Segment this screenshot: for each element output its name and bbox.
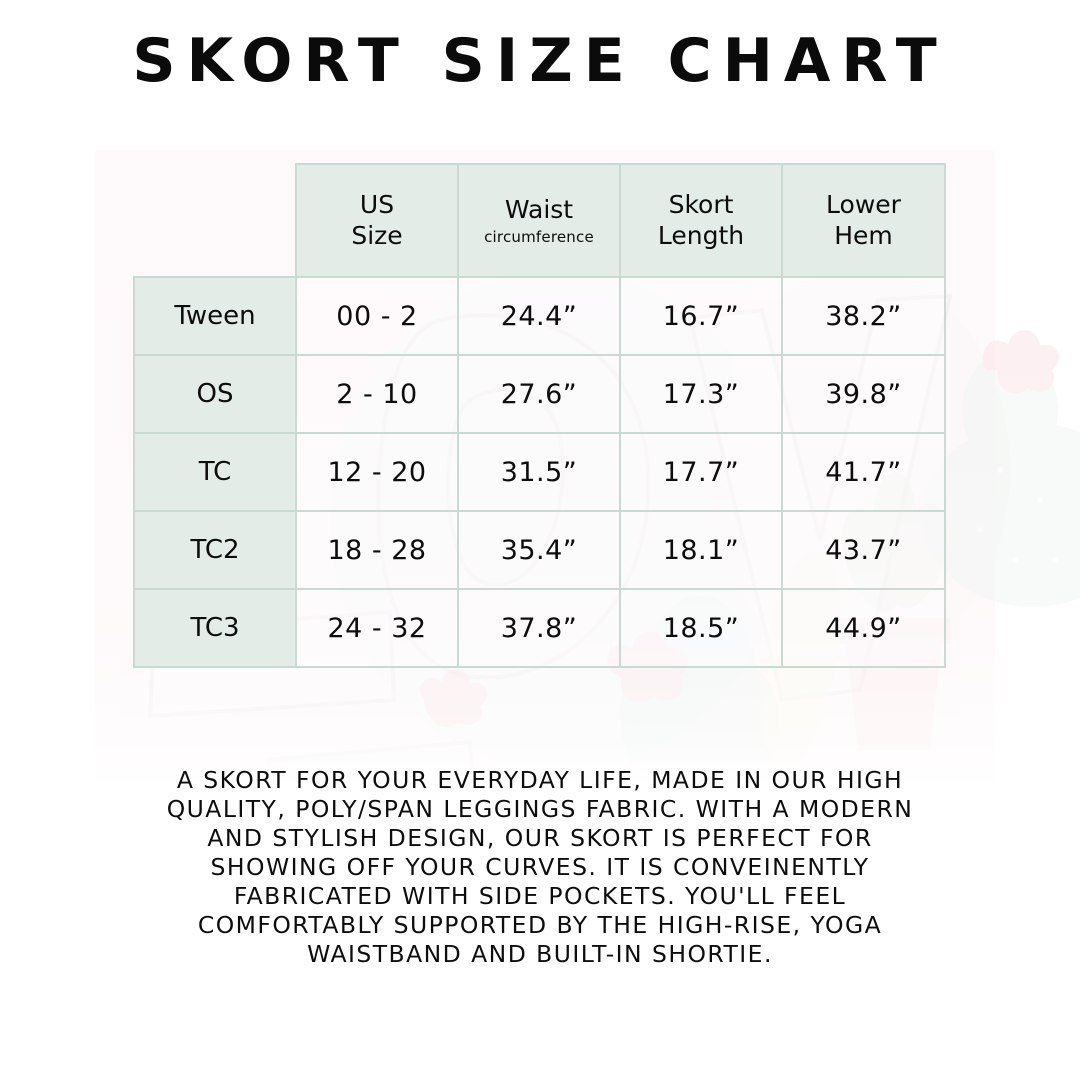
row-label-tc3: TC3 <box>133 588 297 668</box>
page-title: SKORT SIZE CHART <box>132 26 948 96</box>
cell-os-us-size: 2 - 10 <box>295 354 459 434</box>
table-corner-cell <box>134 164 296 277</box>
column-header-skort-length-main: Skort <box>668 190 734 219</box>
cell-tc-us-size: 12 - 20 <box>295 432 459 512</box>
cell-tween-waist: 24.4” <box>457 276 621 356</box>
cell-tc2-us-size: 18 - 28 <box>295 510 459 590</box>
table-row: OS 2 - 10 27.6” 17.3” 39.8” <box>133 354 946 434</box>
row-label-tween: Tween <box>133 276 297 356</box>
cell-tc2-waist: 35.4” <box>457 510 621 590</box>
row-label-os: OS <box>133 354 297 434</box>
cell-os-length: 17.3” <box>619 354 783 434</box>
table-row: TC2 18 - 28 35.4” 18.1” 43.7” <box>133 510 946 590</box>
column-header-us-size-sub: Size <box>351 220 403 250</box>
cell-os-waist: 27.6” <box>457 354 621 434</box>
row-label-tc: TC <box>133 432 297 512</box>
cell-tc-waist: 31.5” <box>457 432 621 512</box>
cell-tc2-length: 18.1” <box>619 510 783 590</box>
cell-tc3-us-size: 24 - 32 <box>295 588 459 668</box>
table-row: Tween 00 - 2 24.4” 16.7” 38.2” <box>133 276 946 356</box>
cell-tween-hem: 38.2” <box>781 276 946 356</box>
description-line: AND STYLISH DESIGN, OUR SKORT IS PERFECT… <box>207 824 873 852</box>
cell-os-hem: 39.8” <box>781 354 946 434</box>
description-line: COMFORTABLY SUPPORTED BY THE HIGH-RISE, … <box>197 911 883 939</box>
column-header-waist: Waist circumference <box>457 163 621 278</box>
cell-tc-length: 17.7” <box>619 432 783 512</box>
cell-tween-us-size: 00 - 2 <box>295 276 459 356</box>
table-row: TC3 24 - 32 37.8” 18.5” 44.9” <box>133 588 946 668</box>
cell-tc3-hem: 44.9” <box>781 588 946 668</box>
table-header-row: US Size Waist circumference Skort Length… <box>134 163 946 278</box>
description-line: FABRICATED WITH SIDE POCKETS. YOU'LL FEE… <box>233 882 847 910</box>
column-header-waist-main: Waist <box>504 194 574 224</box>
column-header-lower-hem: Lower Hem <box>781 163 946 278</box>
cell-tween-length: 16.7” <box>619 276 783 356</box>
cell-tc2-hem: 43.7” <box>781 510 946 590</box>
description-line: SHOWING OFF YOUR CURVES. IT IS CONVEINEN… <box>210 853 870 881</box>
column-header-us-size-main: US <box>359 190 395 219</box>
cell-tc3-waist: 37.8” <box>457 588 621 668</box>
description-line: A SKORT FOR YOUR EVERYDAY LIFE, MADE IN … <box>176 766 904 794</box>
product-description: A SKORT FOR YOUR EVERYDAY LIFE, MADE IN … <box>60 766 1020 969</box>
description-line: QUALITY, POLY/SPAN LEGGINGS FABRIC. WITH… <box>166 795 914 823</box>
description-line: WAISTBAND AND BUILT-IN SHORTIE. <box>307 940 773 968</box>
column-header-lower-hem-main: Lower <box>826 190 901 219</box>
column-header-us-size: US Size <box>295 163 459 278</box>
row-label-tc2: TC2 <box>133 510 297 590</box>
cell-tc-hem: 41.7” <box>781 432 946 512</box>
size-chart-table: US Size Waist circumference Skort Length… <box>133 163 946 668</box>
column-header-skort-length: Skort Length <box>619 163 783 278</box>
column-header-waist-sub: circumference <box>484 228 594 247</box>
column-header-skort-length-sub: Length <box>657 220 745 250</box>
column-header-lower-hem-sub: Hem <box>834 220 893 250</box>
table-row: TC 12 - 20 31.5” 17.7” 41.7” <box>133 432 946 512</box>
cell-tc3-length: 18.5” <box>619 588 783 668</box>
